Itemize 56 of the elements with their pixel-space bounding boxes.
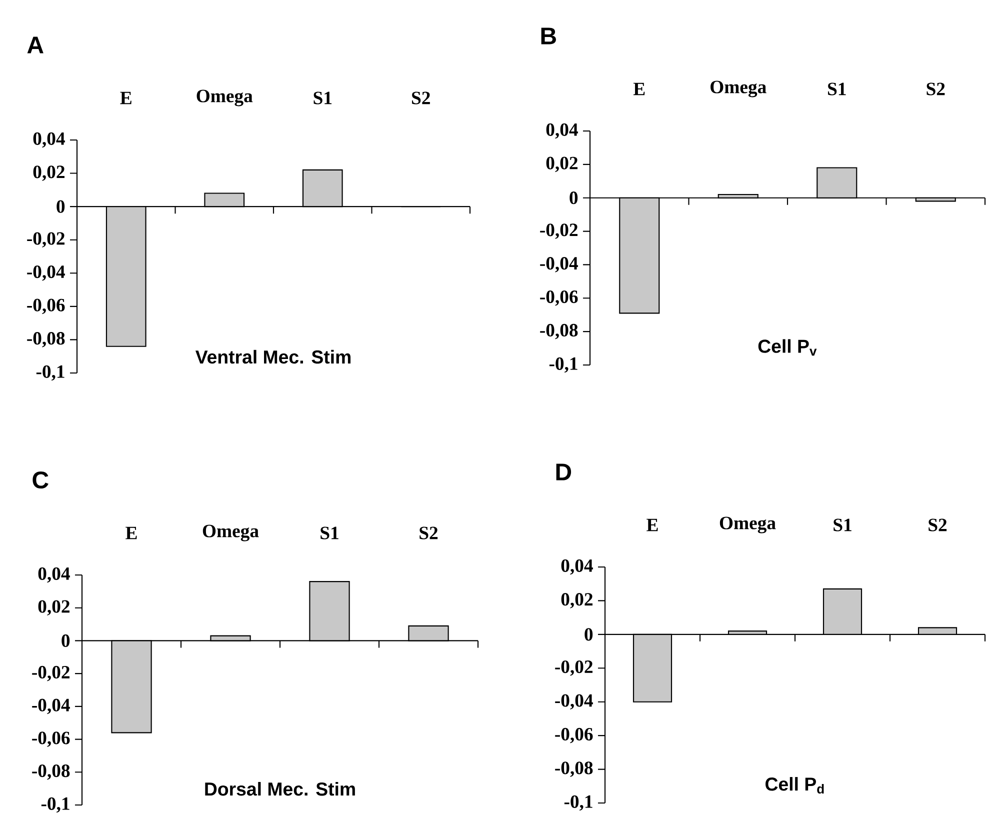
y-tick-label: 0,04 <box>38 567 70 583</box>
x-tick-label: Omega <box>202 524 259 542</box>
chart-title: B <box>541 28 556 44</box>
x-tick-label: E <box>120 92 132 104</box>
y-tick-label: -0,02 <box>540 224 578 239</box>
y-tick-label: -0,04 <box>540 257 578 272</box>
y-tick-label: 0 <box>62 634 70 648</box>
y-tick-label: -0,08 <box>540 324 578 340</box>
y-tick-label: -0,02 <box>27 232 64 248</box>
y-tick-label: -0,04 <box>32 698 70 714</box>
y-tick-label: -0,1 <box>549 357 578 373</box>
y-tick-label: 0 <box>570 192 578 204</box>
y-tick-label: 0,02 <box>33 166 64 181</box>
x-tick-label: E <box>126 526 137 540</box>
x-tick-label: Omega <box>196 90 253 106</box>
y-tick-label: 0,04 <box>546 123 578 139</box>
chart-title: D <box>556 464 572 480</box>
x-tick-label: S2 <box>928 518 947 532</box>
y-tick-label: -0,02 <box>555 660 592 676</box>
x-tick-label: S2 <box>926 82 945 96</box>
x-tick-label: Omega <box>720 516 776 534</box>
x-tick-label: S2 <box>420 526 438 540</box>
y-tick-label: 0 <box>584 628 593 641</box>
annotation: Cell P$_{v}$ <box>758 339 817 356</box>
y-tick-label: -0,06 <box>540 290 578 306</box>
chart-title: C <box>32 471 48 488</box>
x-tick-label: Omega <box>710 80 766 98</box>
y-tick-label: 0,04 <box>561 559 593 575</box>
y-tick-label: 0,02 <box>38 600 70 616</box>
y-tick-label: 0,02 <box>561 593 592 608</box>
y-tick-label: -0,06 <box>555 728 593 744</box>
y-tick-label: -0,04 <box>27 265 65 281</box>
x-tick-label: S1 <box>828 82 846 96</box>
x-tick-label: S1 <box>834 518 852 532</box>
y-tick-label: -0,06 <box>32 732 70 747</box>
x-tick-label: S1 <box>314 92 332 104</box>
annotation: Ventral Mec. Stim <box>195 350 350 364</box>
y-tick-label: -0,1 <box>564 795 592 811</box>
y-tick-label: -0,08 <box>32 764 70 780</box>
x-tick-label: S1 <box>320 526 338 540</box>
x-tick-label: S2 <box>412 92 430 104</box>
y-tick-label: -0,08 <box>27 332 65 348</box>
chart-title: A <box>27 36 44 54</box>
x-tick-label: E <box>633 82 645 96</box>
y-tick-label: 0,04 <box>33 132 65 148</box>
y-tick-label: -0,02 <box>32 666 70 682</box>
y-tick-label: -0,1 <box>41 797 70 813</box>
y-tick-label: -0,08 <box>555 762 593 777</box>
y-tick-label: -0,1 <box>36 365 64 381</box>
y-tick-label: -0,04 <box>555 694 593 710</box>
y-tick-label: -0,06 <box>27 298 65 314</box>
annotation: Dorsal Mec. Stim <box>205 782 355 796</box>
annotation: Cell P$_{d}$ <box>766 777 824 794</box>
y-tick-label: 0,02 <box>546 156 578 172</box>
y-tick-label: 0 <box>56 200 65 213</box>
x-tick-label: E <box>646 518 658 532</box>
